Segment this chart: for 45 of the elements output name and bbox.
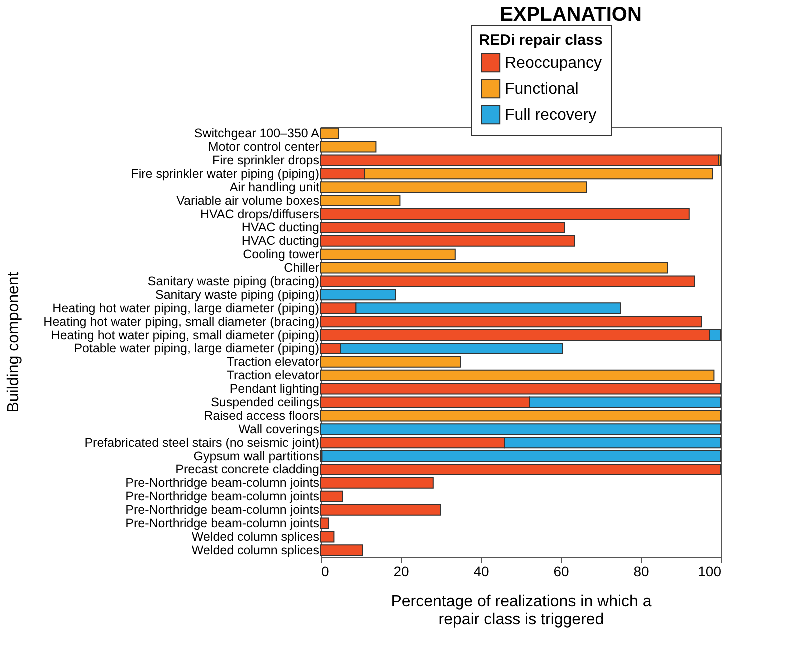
y-tick-label: HVAC ducting <box>242 234 320 248</box>
y-tick-label: Heating hot water piping, small diameter (piping) <box>51 328 320 342</box>
y-tick-label: Raised access floors <box>204 408 320 423</box>
y-tick-label: Potable water piping, large diameter (piping) <box>74 342 320 356</box>
x-tick-label: 80 <box>634 564 650 580</box>
y-tick-label: HVAC drops/diffusers <box>200 207 320 222</box>
y-tick-label: Suspended ceilings <box>211 396 320 410</box>
y-tick-label: Cooling tower <box>243 248 320 262</box>
y-tick-label: Pre-Northridge beam-column joints <box>126 503 320 518</box>
y-tick-label: Sanitary waste piping (piping) <box>156 288 320 302</box>
y-tick-label: Precast concrete cladding <box>176 462 320 477</box>
y-tick-label: Pendant lighting <box>230 382 320 396</box>
y-tick-label: Air handling unit <box>230 180 320 194</box>
x-tick-label: 60 <box>554 564 570 580</box>
y-tick-label: Sanitary waste piping (bracing) <box>148 274 320 288</box>
x-tick-label: 40 <box>474 564 490 580</box>
y-tick-label: Traction elevator <box>226 368 320 383</box>
legend-label: Reoccupancy <box>505 55 602 72</box>
y-tick-label: Fire sprinkler drops <box>212 153 320 168</box>
y-tick-label: Welded column splices <box>192 543 320 558</box>
y-tick-label: HVAC ducting <box>242 220 320 235</box>
legend-title: REDi repair class <box>479 32 603 49</box>
x-tick-label: 20 <box>394 564 410 580</box>
y-tick-label: Switchgear 100–350 A <box>194 126 320 141</box>
legend-label: Functional <box>505 81 579 98</box>
y-tick-label: Motor control center <box>208 140 320 154</box>
y-tick-label: Heating hot water piping, small diameter (bracing) <box>44 314 320 329</box>
y-tick-label: Pre-Northridge beam-column joints <box>126 516 320 531</box>
x-tick-label: 100 <box>698 564 722 580</box>
y-axis-title: Building component <box>6 272 22 413</box>
y-tick-label: Gypsum wall partitions <box>194 449 320 464</box>
x-axis-title: Percentage of realizations in which a repair class is triggered <box>391 594 652 628</box>
y-tick-label: Variable air volume boxes <box>176 194 320 208</box>
y-tick-label: Chiller <box>284 261 320 276</box>
y-tick-label: Heating hot water piping, large diameter (piping) <box>52 301 320 316</box>
y-tick-label: Pre-Northridge beam-column joints <box>126 490 320 504</box>
legend-label: Full recovery <box>505 107 597 124</box>
y-tick-label: Traction elevator <box>226 355 320 370</box>
y-tick-label: Pre-Northridge beam-column joints <box>126 476 320 490</box>
y-tick-label: Welded column splices <box>192 530 320 544</box>
text: EXPLANATION <box>500 4 642 26</box>
x-tick-label: 0 <box>322 564 330 580</box>
y-tick-label: Fire sprinkler water piping (piping) <box>131 166 320 181</box>
y-tick-label: Wall coverings <box>238 422 320 436</box>
y-tick-label: Prefabricated steel stairs (no seismic joint) <box>84 436 320 450</box>
